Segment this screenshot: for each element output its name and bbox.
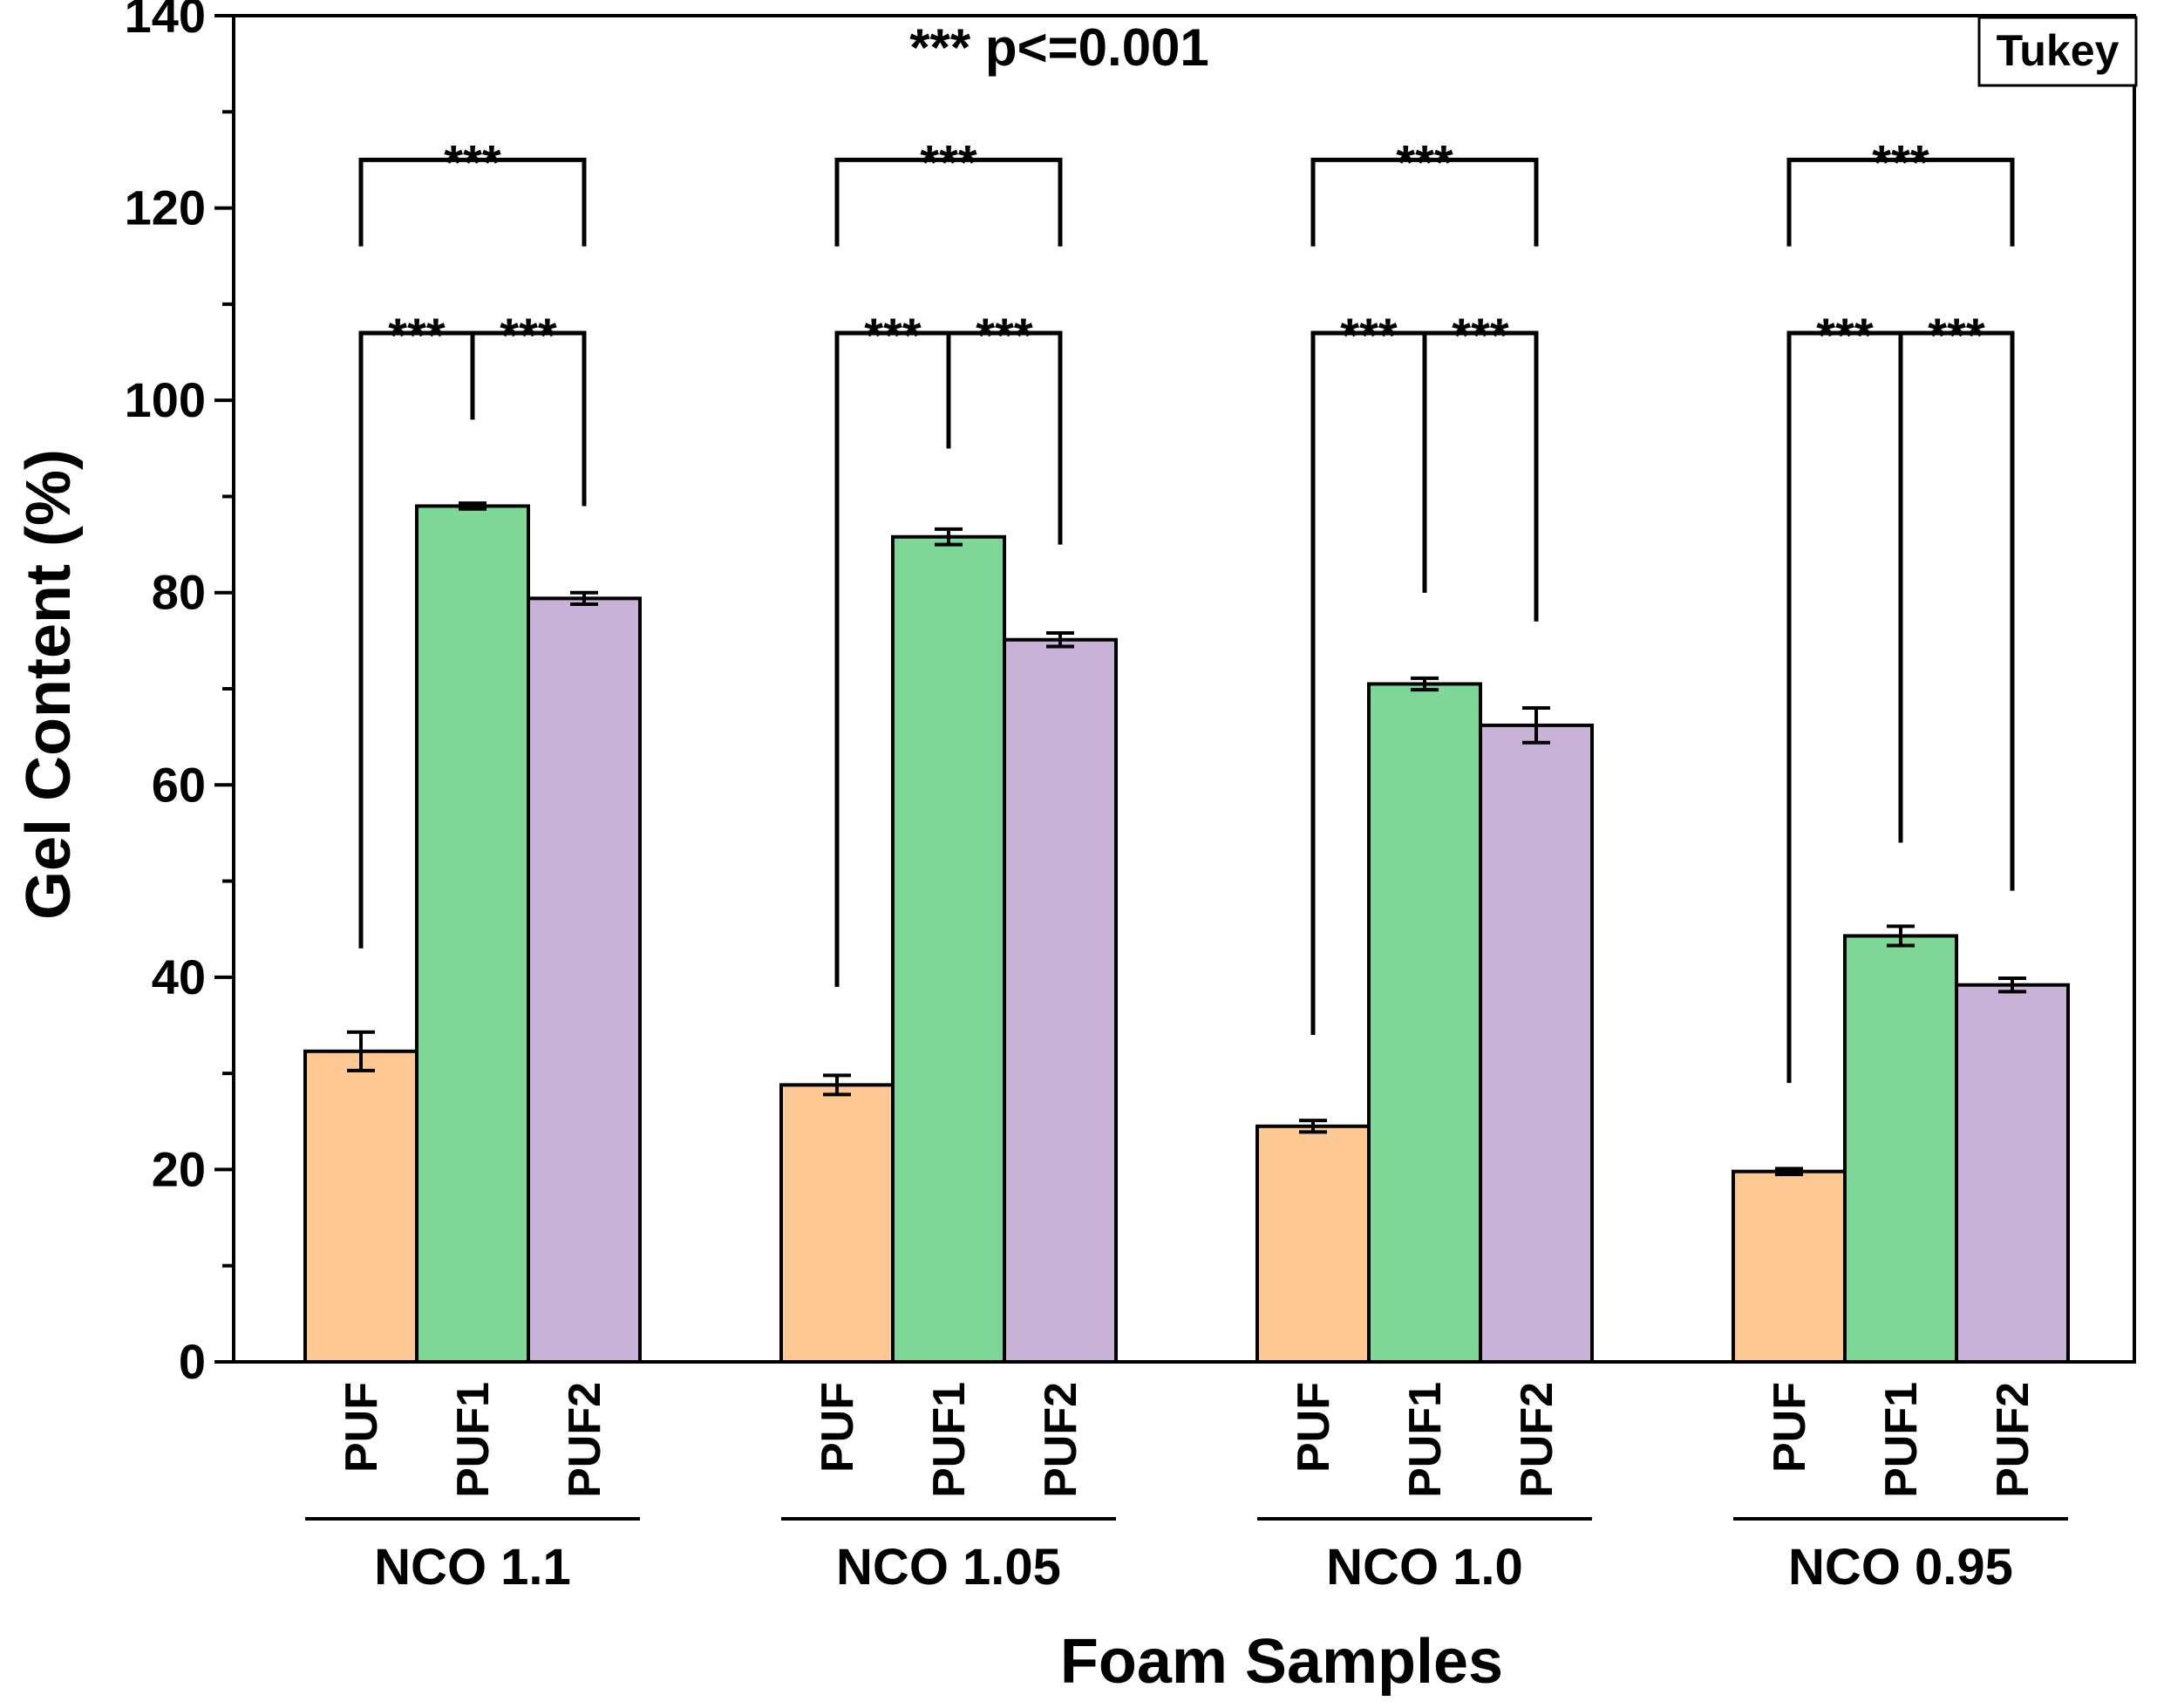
bar-puf bbox=[303, 1049, 418, 1364]
significance-stars: *** bbox=[1452, 308, 1509, 363]
bar-puf2 bbox=[1479, 723, 1594, 1364]
y-tick-label: 140 bbox=[125, 0, 206, 43]
y-tick-label: 60 bbox=[152, 757, 206, 812]
bar-puf2 bbox=[1003, 637, 1118, 1364]
significance-stars: *** bbox=[1872, 134, 1929, 189]
y-tick-label: 0 bbox=[179, 1334, 206, 1389]
x-axis-title: Foam Samples bbox=[1060, 1627, 1503, 1697]
category-label: PUF bbox=[1765, 1382, 1815, 1473]
significance-stars: *** bbox=[1396, 134, 1453, 189]
significance-bracket bbox=[834, 157, 1063, 247]
bar-puf1 bbox=[1843, 934, 1958, 1364]
category-label: PUF1 bbox=[448, 1382, 499, 1498]
category-label: PUF1 bbox=[1400, 1382, 1451, 1498]
significance-stars: *** bbox=[444, 134, 501, 189]
bar-puf bbox=[1732, 1169, 1847, 1364]
y-tick-label: 40 bbox=[152, 949, 206, 1004]
y-tick-label: 120 bbox=[125, 180, 206, 235]
y-tick-label: 20 bbox=[152, 1141, 206, 1196]
y-axis-title: Gel Content (%) bbox=[14, 449, 84, 920]
y-tick-label: 80 bbox=[152, 565, 206, 620]
significance-stars: *** bbox=[1816, 308, 1874, 363]
category-label: PUF bbox=[813, 1382, 863, 1473]
significance-stars: *** bbox=[976, 308, 1033, 363]
bar-puf2 bbox=[1955, 983, 2070, 1364]
y-tick-label: 100 bbox=[125, 372, 206, 427]
significance-stars: *** bbox=[388, 308, 446, 363]
significance-stars: *** bbox=[1340, 308, 1398, 363]
significance-bracket bbox=[470, 330, 587, 507]
significance-stars: *** bbox=[1928, 308, 1985, 363]
category-label: PUF2 bbox=[1512, 1382, 1562, 1498]
significance-bracket bbox=[1422, 330, 1539, 622]
significance-stars: *** bbox=[500, 308, 557, 363]
legend-box bbox=[1977, 16, 2138, 87]
category-label: PUF1 bbox=[1876, 1382, 1927, 1498]
significance-bracket bbox=[946, 330, 1063, 545]
group-label: NCO 1.1 bbox=[374, 1539, 571, 1596]
legend-box-label: Tukey bbox=[1997, 26, 2120, 75]
bar-puf1 bbox=[1367, 682, 1482, 1364]
bar-puf2 bbox=[527, 596, 642, 1364]
category-label: PUF bbox=[337, 1382, 387, 1473]
category-label: PUF2 bbox=[1988, 1382, 2038, 1498]
group-label: NCO 1.0 bbox=[1326, 1539, 1523, 1596]
plot-area: 0 20 40 60 80 100 120 140 PUF PUF1 PUF2 NCO 1.1 *** *… bbox=[125, 0, 2136, 1596]
bar-puf1 bbox=[891, 534, 1006, 1364]
significance-bracket bbox=[1310, 157, 1539, 247]
significance-note: *** p<=0.001 bbox=[909, 18, 1209, 77]
significance-bracket bbox=[1898, 330, 2015, 891]
significance-stars: *** bbox=[864, 308, 922, 363]
category-label: PUF2 bbox=[560, 1382, 610, 1498]
group-label: NCO 1.05 bbox=[836, 1539, 1061, 1596]
significance-stars: *** bbox=[920, 134, 977, 189]
category-label: PUF bbox=[1289, 1382, 1339, 1473]
group-label: NCO 0.95 bbox=[1788, 1539, 2013, 1596]
bar-puf1 bbox=[415, 504, 530, 1364]
significance-bracket bbox=[1786, 157, 2015, 247]
category-label: PUF1 bbox=[924, 1382, 975, 1498]
bar-puf bbox=[779, 1083, 895, 1364]
bar-puf bbox=[1255, 1124, 1371, 1364]
category-label: PUF2 bbox=[1036, 1382, 1086, 1498]
significance-bracket bbox=[358, 157, 587, 247]
